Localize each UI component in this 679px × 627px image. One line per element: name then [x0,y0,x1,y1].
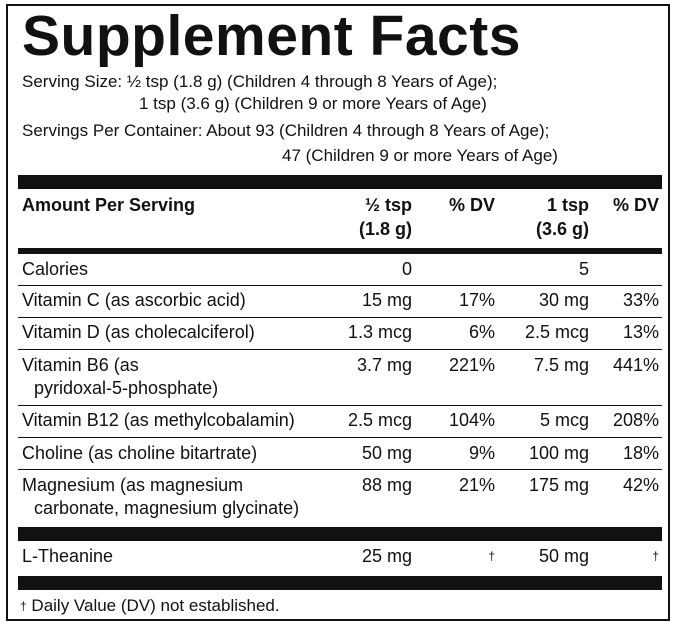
footnote-mark: † [20,599,27,613]
nutrient-name: Calories [22,259,89,279]
nutrient-dv-1: 9% [468,443,495,463]
nutrient-dv-1: 104% [448,410,495,430]
nutrient-amount-1: 2.5 mcg [347,410,412,430]
nutrient-dv-2: 18% [622,443,659,463]
nutrient-amount-2: 7.5 mg [533,355,589,375]
ingredient-dv-1: † [420,546,495,567]
nutrient-amount-1: 0 [401,259,412,279]
divider-thick-middle [18,527,662,541]
nutrient-name: Vitamin C (as ascorbic acid) [22,290,246,310]
nutrient-amount-1: 3.7 mg [356,355,412,375]
nutrient-amount-1: 88 mg [361,475,412,495]
header-dv-2: % DV [612,195,659,215]
nutrient-amount-1: 50 mg [361,443,412,463]
footnote-text: Daily Value (DV) not established. [26,596,280,615]
header-half-tsp: ½ tsp [364,195,412,215]
nutrient-name-continued: carbonate, magnesium glycinate) [34,498,300,518]
dagger-mark: † [652,549,659,563]
panel-title: Supplement Facts [22,4,521,68]
ingredient-dv-2: † [595,546,659,567]
nutrient-amount-2: 2.5 mcg [524,322,589,342]
nutrient-amount-2: 100 mg [528,443,589,463]
nutrient-amount-1: 15 mg [361,290,412,310]
nutrient-dv-1: 17% [458,290,495,310]
nutrient-amount-2: 30 mg [538,290,589,310]
nutrient-dv-2: 208% [612,410,659,430]
serving-size-line-1: Serving Size: ½ tsp (1.8 g) (Children 4 … [22,72,498,91]
ingredient-amount-2: 50 mg [538,546,589,566]
nutrient-name: Vitamin D (as cholecalciferol) [22,322,255,342]
nutrient-dv-2: 33% [622,290,659,310]
nutrient-dv-1: 21% [458,475,495,495]
row-divider [18,317,662,318]
header-one-tsp: 1 tsp [546,195,589,215]
header-one-tsp-grams: (3.6 g) [535,219,589,239]
row-divider [18,349,662,350]
nutrient-dv-1: 221% [448,355,495,375]
servings-per-container-line-2: 47 (Children 9 or more Years of Age) [282,146,558,165]
nutrient-name-continued: pyridoxal-5-phosphate) [34,378,219,398]
divider-thick-bottom [18,576,662,590]
nutrient-dv-2: 42% [622,475,659,495]
footnote: † Daily Value (DV) not established. [20,596,280,616]
nutrient-name: Magnesium (as magnesium [22,475,244,495]
row-divider [18,405,662,406]
nutrient-dv-2: 13% [622,322,659,342]
nutrient-name: Vitamin B6 (as [22,355,139,375]
row-divider [18,437,662,438]
serving-size-line-2: 1 tsp (3.6 g) (Children 9 or more Years … [139,94,487,113]
divider-thick-top [18,175,662,189]
nutrient-name: Vitamin B12 (as methylcobalamin) [22,410,295,430]
nutrient-amount-2: 175 mg [528,475,589,495]
row-divider [18,285,662,286]
header-dv-1: % DV [448,195,495,215]
nutrient-amount-1: 1.3 mcg [347,322,412,342]
nutrient-amount-2: 5 [578,259,589,279]
header-amount-per-serving: Amount Per Serving [22,195,196,215]
dagger-mark: † [488,549,495,563]
nutrient-dv-1: 6% [468,322,495,342]
nutrient-name: Choline (as choline bitartrate) [22,443,258,463]
nutrient-amount-2: 5 mcg [539,410,589,430]
ingredient-name: L-Theanine [22,546,114,566]
supplement-facts-panel [6,4,670,621]
nutrient-dv-2: 441% [612,355,659,375]
row-divider [18,469,662,470]
divider-header [18,248,662,254]
header-half-tsp-grams: (1.8 g) [358,219,412,239]
servings-per-container-line-1: Servings Per Container: About 93 (Childr… [22,121,550,140]
ingredient-amount-1: 25 mg [361,546,412,566]
